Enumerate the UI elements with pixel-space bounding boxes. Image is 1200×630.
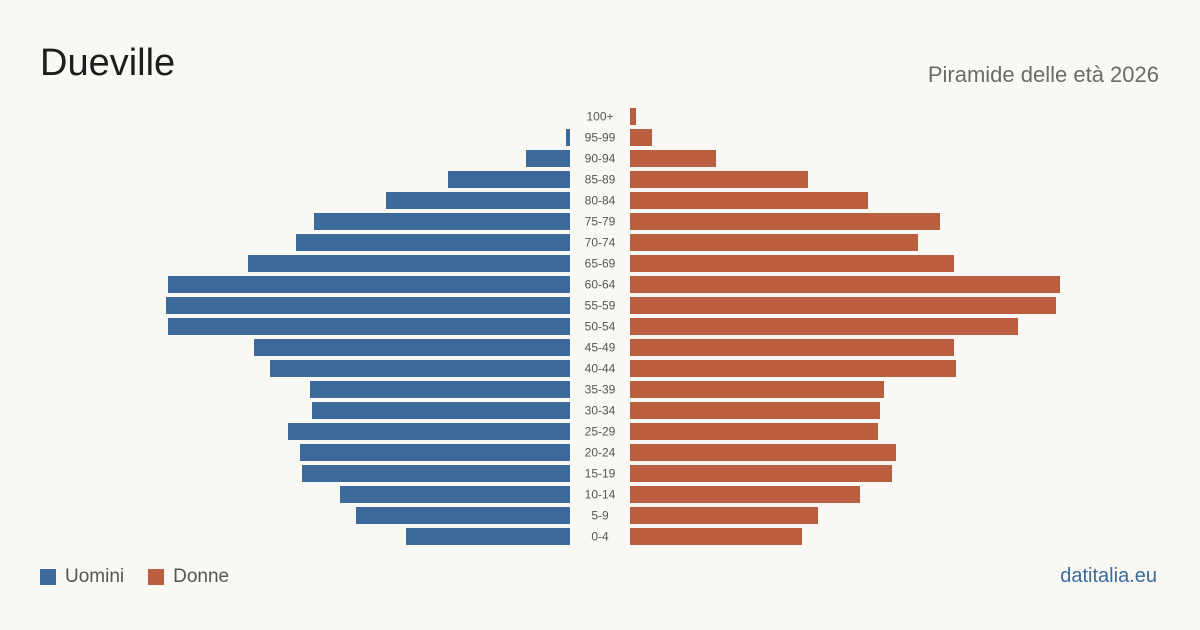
bar-men-25-29 bbox=[288, 423, 570, 440]
bar-men-10-14 bbox=[340, 486, 570, 503]
age-label-100plus: 100+ bbox=[586, 110, 613, 124]
age-label-45-49: 45-49 bbox=[585, 341, 616, 355]
bar-women-25-29 bbox=[630, 423, 878, 440]
age-label-95-99: 95-99 bbox=[585, 131, 616, 145]
age-label-90-94: 90-94 bbox=[585, 152, 616, 166]
bar-men-85-89 bbox=[448, 171, 570, 188]
legend-item-women: Donne bbox=[148, 566, 229, 588]
bar-women-55-59 bbox=[630, 297, 1056, 314]
bar-men-55-59 bbox=[166, 297, 570, 314]
age-label-60-64: 60-64 bbox=[585, 278, 616, 292]
bar-women-75-79 bbox=[630, 213, 940, 230]
bar-men-50-54 bbox=[168, 318, 570, 335]
age-label-75-79: 75-79 bbox=[585, 215, 616, 229]
age-label-5-9: 5-9 bbox=[591, 509, 609, 523]
bar-women-0-4 bbox=[630, 528, 802, 545]
age-label-65-69: 65-69 bbox=[585, 257, 616, 271]
bar-men-90-94 bbox=[526, 150, 570, 167]
bar-women-35-39 bbox=[630, 381, 884, 398]
bar-women-80-84 bbox=[630, 192, 868, 209]
age-label-20-24: 20-24 bbox=[585, 446, 616, 460]
age-label-80-84: 80-84 bbox=[585, 194, 616, 208]
bar-women-70-74 bbox=[630, 234, 918, 251]
bar-men-80-84 bbox=[386, 192, 570, 209]
bar-men-45-49 bbox=[254, 339, 570, 356]
bar-men-0-4 bbox=[406, 528, 570, 545]
bar-women-90-94 bbox=[630, 150, 716, 167]
bar-women-40-44 bbox=[630, 360, 956, 377]
age-label-50-54: 50-54 bbox=[585, 320, 616, 334]
bar-men-40-44 bbox=[270, 360, 570, 377]
bar-men-20-24 bbox=[300, 444, 570, 461]
bar-men-65-69 bbox=[248, 255, 570, 272]
source-link[interactable]: datitalia.eu bbox=[1060, 565, 1157, 587]
age-label-35-39: 35-39 bbox=[585, 383, 616, 397]
age-label-30-34: 30-34 bbox=[585, 404, 616, 418]
age-label-85-89: 85-89 bbox=[585, 173, 616, 187]
legend-swatch-men bbox=[40, 569, 56, 585]
bar-women-60-64 bbox=[630, 276, 1060, 293]
bar-women-10-14 bbox=[630, 486, 860, 503]
page-title: Dueville bbox=[40, 42, 176, 84]
bar-men-70-74 bbox=[296, 234, 570, 251]
bar-women-50-54 bbox=[630, 318, 1018, 335]
age-label-0-4: 0-4 bbox=[591, 530, 609, 544]
bar-women-65-69 bbox=[630, 255, 954, 272]
bar-women-5-9 bbox=[630, 507, 818, 524]
age-label-70-74: 70-74 bbox=[585, 236, 616, 250]
legend-label-men: Uomini bbox=[65, 566, 125, 587]
bar-women-30-34 bbox=[630, 402, 880, 419]
age-label-25-29: 25-29 bbox=[585, 425, 616, 439]
bar-women-15-19 bbox=[630, 465, 892, 482]
legend-item-men: Uomini bbox=[40, 566, 124, 588]
bar-women-95-99 bbox=[630, 129, 652, 146]
age-label-15-19: 15-19 bbox=[585, 467, 616, 481]
chart-subtitle: Piramide delle età 2026 bbox=[927, 62, 1159, 87]
bar-women-85-89 bbox=[630, 171, 808, 188]
bar-men-75-79 bbox=[314, 213, 570, 230]
age-label-10-14: 10-14 bbox=[585, 488, 616, 502]
legend-swatch-women bbox=[148, 569, 165, 585]
age-label-40-44: 40-44 bbox=[585, 362, 616, 376]
bar-men-60-64 bbox=[168, 276, 570, 293]
bar-women-100plus bbox=[630, 108, 636, 125]
bar-women-45-49 bbox=[630, 339, 954, 356]
bar-men-5-9 bbox=[356, 507, 570, 524]
age-label-55-59: 55-59 bbox=[585, 299, 616, 313]
bar-men-35-39 bbox=[310, 381, 570, 398]
legend-label-women: Donne bbox=[173, 566, 230, 587]
bar-women-20-24 bbox=[630, 444, 896, 461]
bar-men-95-99 bbox=[566, 129, 570, 146]
bar-men-15-19 bbox=[302, 465, 570, 482]
bar-men-30-34 bbox=[312, 402, 570, 419]
chart-legend: Uomini Donne bbox=[40, 566, 229, 588]
